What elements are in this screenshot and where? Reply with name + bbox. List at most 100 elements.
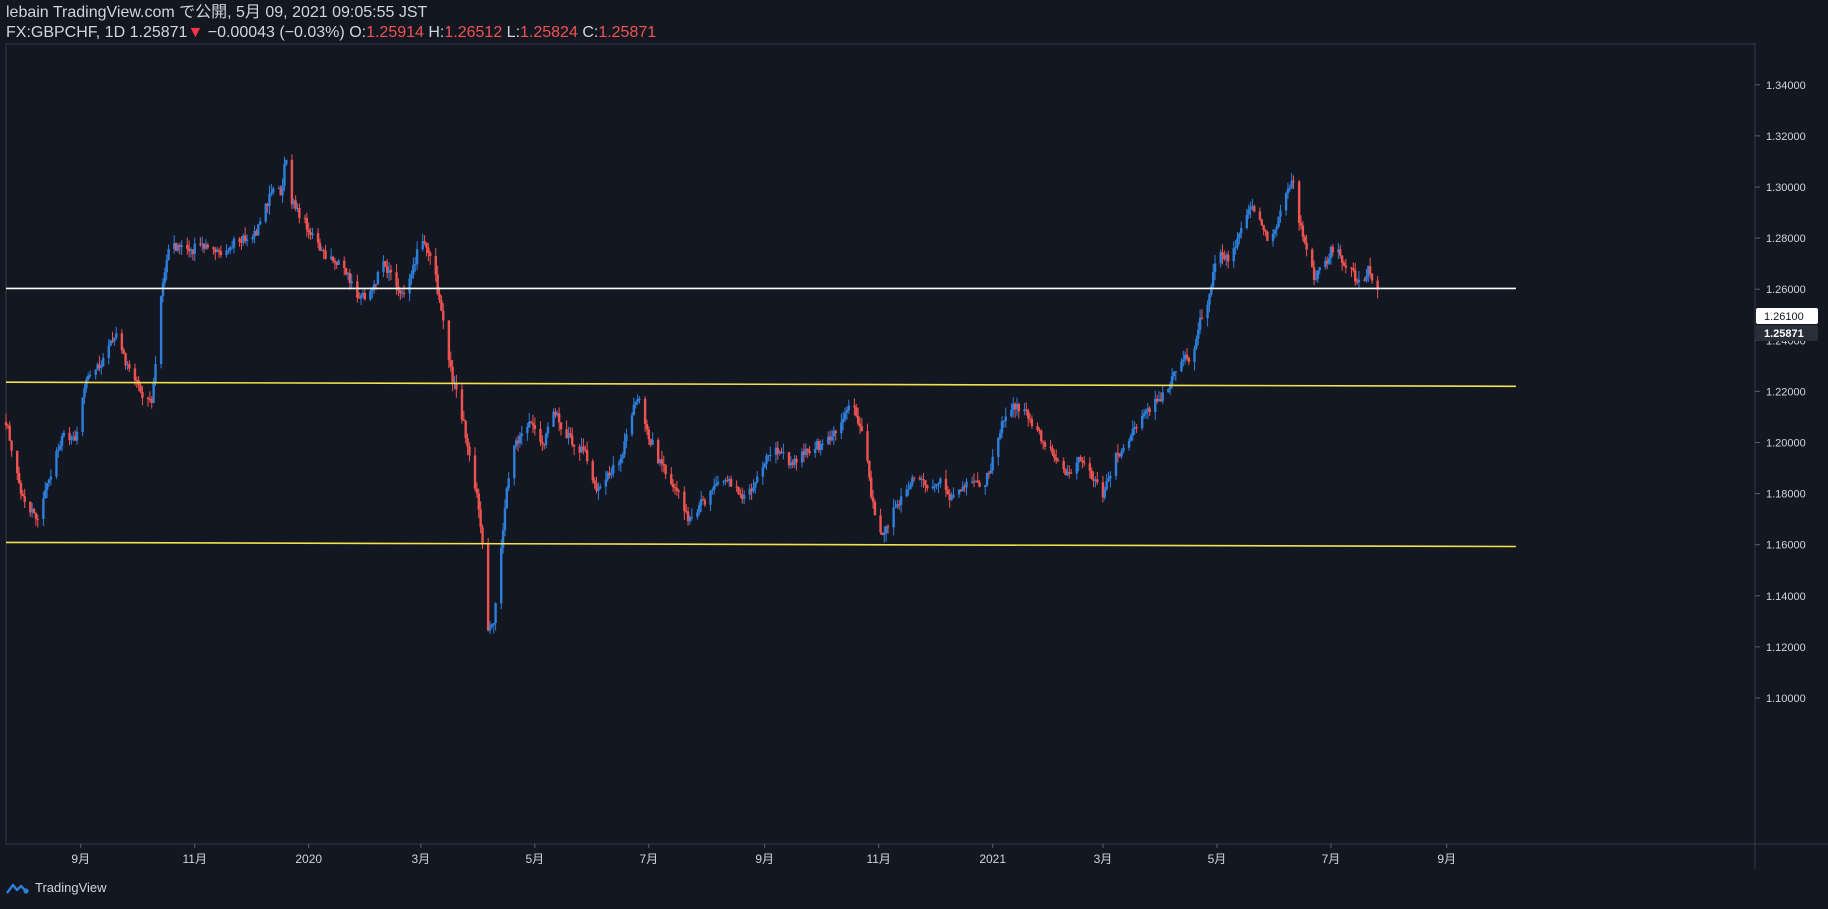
candle-body xyxy=(232,238,236,248)
candle-body xyxy=(1036,426,1039,430)
candle-body xyxy=(1238,233,1241,239)
time-tick-label: 3月 xyxy=(1094,852,1113,866)
candle-body xyxy=(531,423,535,426)
candle-body xyxy=(101,357,105,367)
candle-body xyxy=(883,533,886,536)
candle-body xyxy=(677,490,680,492)
candle-body xyxy=(1155,398,1159,402)
candle-body xyxy=(840,422,843,434)
candle-body xyxy=(1092,479,1095,481)
candle-body xyxy=(115,333,118,338)
candle-body xyxy=(1094,479,1097,481)
candle-body xyxy=(1262,224,1265,231)
candle-body xyxy=(296,208,299,210)
candle-body xyxy=(219,251,223,256)
candle-body xyxy=(372,284,376,288)
candle-body xyxy=(384,261,387,267)
candle-body xyxy=(428,253,432,257)
candle-body xyxy=(309,232,312,235)
candle-body xyxy=(180,244,183,247)
candle-body xyxy=(307,229,310,233)
candle-body xyxy=(122,349,125,354)
candle-body xyxy=(337,260,340,265)
candle-body xyxy=(1337,249,1340,253)
candle-body xyxy=(361,292,365,296)
candle-body xyxy=(1133,427,1136,429)
candle-body xyxy=(1159,399,1163,402)
candle-body xyxy=(858,423,862,427)
candle-body xyxy=(189,249,193,252)
candle-body xyxy=(1236,238,1239,247)
candle-body xyxy=(1012,403,1015,410)
candle-body xyxy=(912,477,916,479)
candle-body xyxy=(1258,211,1262,220)
candle-body xyxy=(449,360,452,367)
candle-body xyxy=(593,480,596,484)
support-line-yellow-1[interactable] xyxy=(5,381,1516,388)
candle-body xyxy=(277,188,281,190)
candle-body xyxy=(227,250,230,252)
candle-body xyxy=(1038,429,1041,431)
time-tick-label: 3月 xyxy=(412,852,431,866)
symbol-interval[interactable]: FX:GBPCHF, 1D xyxy=(6,24,126,41)
candle-body xyxy=(1329,246,1333,259)
candle-body xyxy=(42,498,45,519)
candle-body xyxy=(412,264,415,275)
candle-body xyxy=(343,260,346,268)
candle-body xyxy=(948,494,951,500)
candle-body xyxy=(1077,456,1080,463)
candle-body xyxy=(442,310,445,321)
candle-body xyxy=(690,517,694,519)
candle-body xyxy=(350,281,353,284)
candle-body xyxy=(881,532,884,536)
candle-body xyxy=(501,530,505,548)
candle-body xyxy=(62,432,66,437)
candle-body xyxy=(128,364,131,369)
candle-body xyxy=(1002,420,1006,422)
candle-body xyxy=(186,244,189,249)
tradingview-logo[interactable]: TradingView xyxy=(6,880,107,895)
candle-body xyxy=(374,284,378,286)
candle-body xyxy=(556,413,559,416)
price-tick-label: 1.22000 xyxy=(1766,386,1806,398)
candle-body xyxy=(1355,281,1359,283)
candle-body xyxy=(726,480,729,482)
candle-body xyxy=(1357,279,1361,283)
low-label: L: xyxy=(506,24,521,41)
candle-body xyxy=(1000,421,1004,434)
candle-body xyxy=(793,458,796,465)
candle-body xyxy=(892,507,895,528)
candle-body xyxy=(47,479,51,484)
candle-body xyxy=(1154,398,1157,413)
candle-body xyxy=(873,501,877,516)
time-axis[interactable]: 9月 11月 2020 3月 5月 7月 9月 11月 2021 3月 5月 7月 9月 xyxy=(71,844,1456,866)
horizontal-lines[interactable] xyxy=(5,287,1516,548)
candle-body xyxy=(552,411,555,427)
candle-body xyxy=(1101,482,1105,498)
price-axis[interactable]: 1.340001.320001.300001.280001.260001.240… xyxy=(1755,80,1806,705)
candle-body xyxy=(1284,193,1288,211)
line-price-label-bg xyxy=(1756,308,1818,324)
candle-body xyxy=(884,526,888,534)
candle-body xyxy=(722,481,725,483)
candle-body xyxy=(922,479,925,481)
candle-body xyxy=(1064,469,1067,476)
time-tick-label: 11月 xyxy=(866,852,890,866)
candle-body xyxy=(253,231,256,237)
candle-body xyxy=(201,243,204,245)
price-change: −0.00043 (−0.03%) xyxy=(207,24,345,41)
candle-body xyxy=(344,267,348,275)
candle-body xyxy=(348,272,352,284)
support-line-yellow-2[interactable] xyxy=(5,541,1516,548)
candle-body xyxy=(776,447,779,454)
price-tick-label: 1.28000 xyxy=(1766,233,1806,245)
candle-body xyxy=(34,512,38,519)
candle-body xyxy=(924,480,927,486)
candle-body xyxy=(17,472,21,483)
candle-body xyxy=(159,295,163,365)
candle-body xyxy=(1223,255,1226,260)
candle-body xyxy=(711,489,714,491)
candle-body xyxy=(1324,260,1327,268)
candle-body xyxy=(821,443,824,445)
